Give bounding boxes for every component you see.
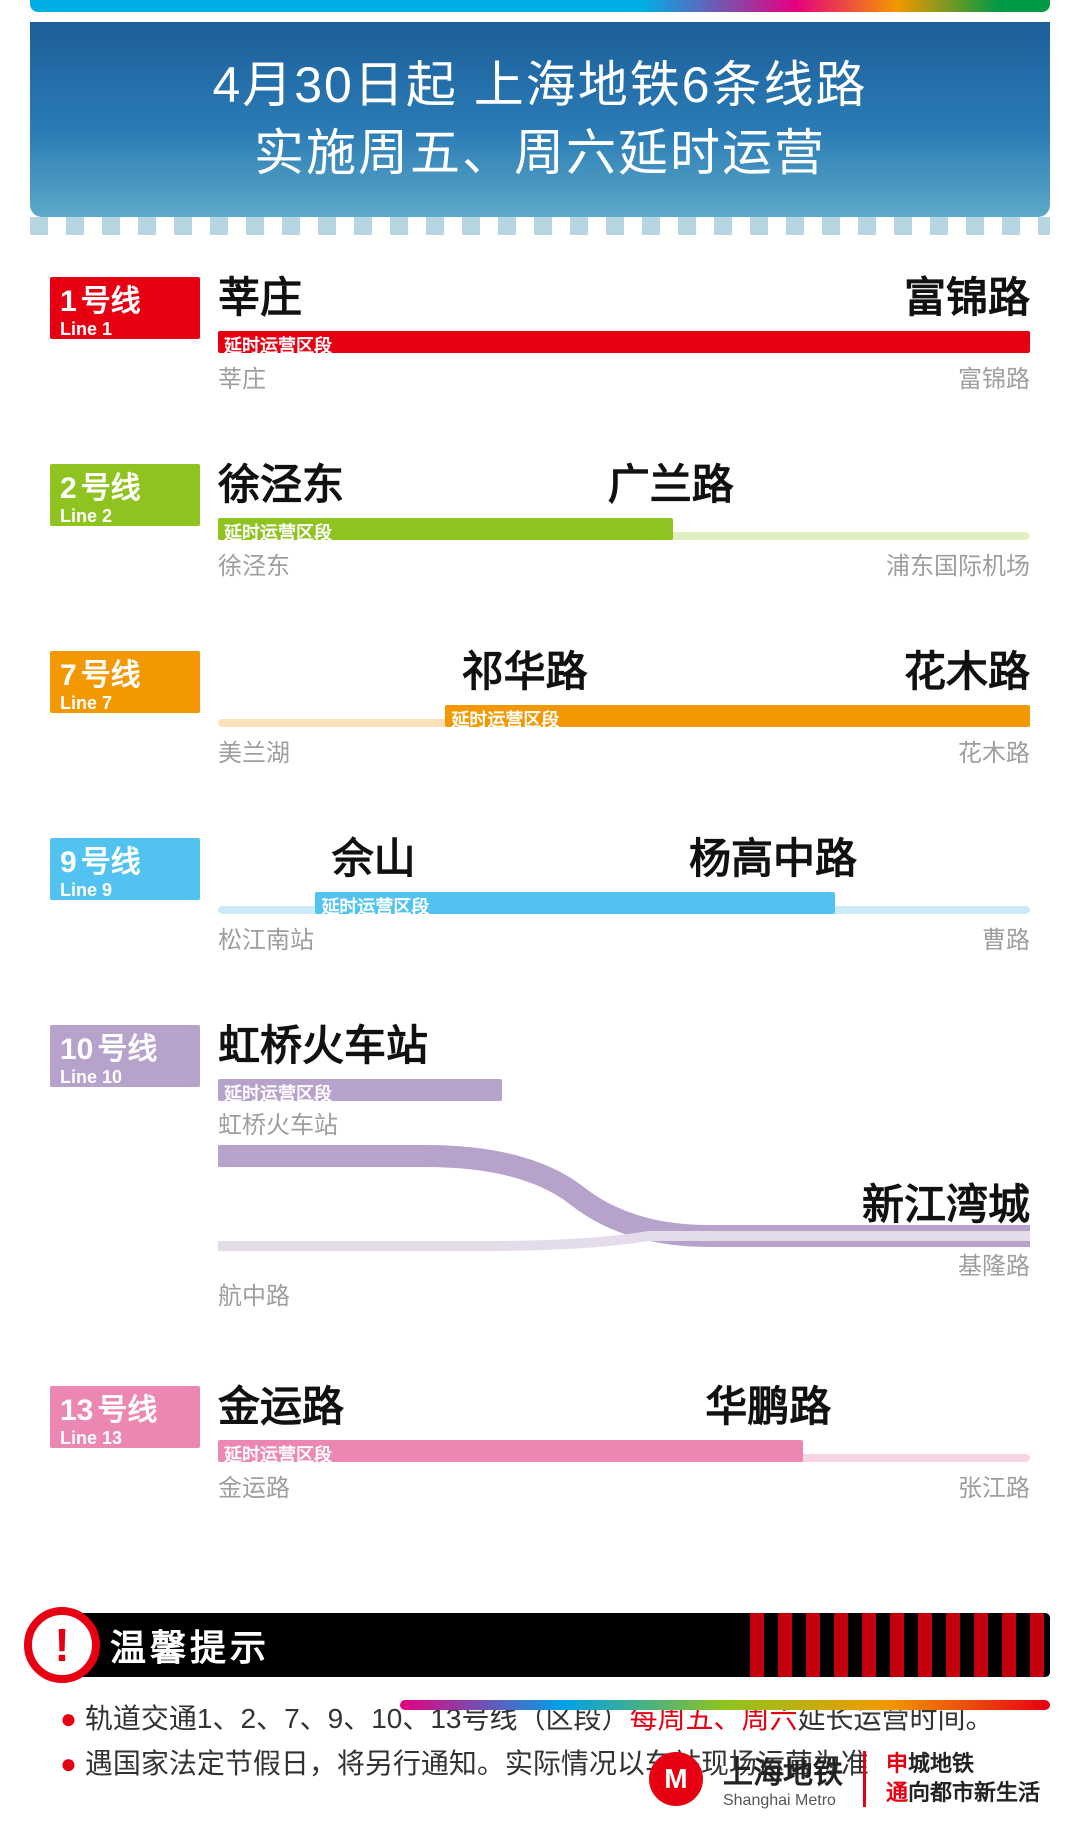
line-diagram-13: 金运路华鹏路延时运营区段金运路张江路: [200, 1386, 1030, 1503]
extended-segment-bar: 延时运营区段: [218, 1079, 502, 1101]
station-label: 富锦路: [904, 277, 1030, 323]
station-sublabel: 松江南站: [218, 920, 314, 955]
line-block-7: 7号线Line 7祁华路花木路延时运营区段美兰湖花木路: [50, 651, 1030, 768]
lines-container: 1号线Line 1莘庄富锦路延时运营区段莘庄富锦路2号线Line 2徐泾东广兰路…: [0, 217, 1080, 1593]
metro-logo-icon: M: [649, 1752, 703, 1806]
station-label: 新江湾城: [862, 1171, 1030, 1232]
notice-title: 温馨提示: [110, 1619, 270, 1671]
line-block-2: 2号线Line 2徐泾东广兰路延时运营区段徐泾东浦东国际机场: [50, 464, 1030, 581]
station-label: 徐泾东: [218, 464, 344, 510]
station-label: 花木路: [904, 651, 1030, 697]
line-block-1: 1号线Line 1莘庄富锦路延时运营区段莘庄富锦路: [50, 277, 1030, 394]
station-label: 祁华路: [462, 651, 588, 693]
brand-en: Shanghai Metro: [723, 1792, 843, 1810]
station-sublabel: 金运路: [218, 1468, 290, 1503]
station-sublabel: 虹桥火车站: [218, 1105, 1030, 1140]
station-sublabel: 浦东国际机场: [886, 546, 1030, 581]
extended-segment-bar: 延时运营区段: [315, 892, 835, 914]
station-label: 虹桥火车站: [218, 1025, 428, 1071]
station-sublabel: 基隆路: [958, 1246, 1030, 1281]
station-sublabel: 航中路: [218, 1276, 290, 1311]
brand-text: 上海地铁 Shanghai Metro: [723, 1748, 843, 1810]
station-sublabel: 花木路: [958, 733, 1030, 768]
station-sublabel: 徐泾东: [218, 546, 290, 581]
header-line2: 实施周五、周六延时运营: [254, 125, 826, 181]
line-block-10: 10号线Line 10虹桥火车站延时运营区段虹桥火车站 新江湾城基隆路航中路: [50, 1025, 1030, 1286]
line-badge-2: 2号线Line 2: [50, 464, 200, 526]
alert-icon: !: [24, 1607, 100, 1683]
top-color-stripe: [30, 0, 1050, 12]
extended-segment-bar: 延时运营区段: [218, 518, 673, 540]
station-label: 广兰路: [608, 464, 734, 506]
station-label: 杨高中路: [689, 838, 857, 880]
line-diagram-10: 虹桥火车站延时运营区段虹桥火车站 新江湾城基隆路航中路: [200, 1025, 1030, 1286]
line-diagram-2: 徐泾东广兰路延时运营区段徐泾东浦东国际机场: [200, 464, 1030, 581]
line-badge-13: 13号线Line 13: [50, 1386, 200, 1448]
line-block-13: 13号线Line 13金运路华鹏路延时运营区段金运路张江路: [50, 1386, 1030, 1503]
station-label: 佘山: [332, 838, 416, 880]
footer-color-stripe: [400, 1700, 1050, 1710]
brand-cn: 上海地铁: [723, 1748, 843, 1792]
station-sublabel: 美兰湖: [218, 733, 290, 768]
station-label: 华鹏路: [705, 1386, 831, 1428]
footer-divider: [863, 1751, 866, 1807]
line-diagram-9: 佘山 杨高中路延时运营区段松江南站 曹路: [200, 838, 1030, 955]
header-title: 4月30日起 上海地铁6条线路 实施周五、周六延时运营: [50, 52, 1030, 187]
line-diagram-7: 祁华路花木路延时运营区段美兰湖花木路: [200, 651, 1030, 768]
extended-segment-bar: 延时运营区段: [218, 331, 1030, 353]
header-line1: 4月30日起 上海地铁6条线路: [212, 57, 867, 113]
line-diagram-1: 莘庄富锦路延时运营区段莘庄富锦路: [200, 277, 1030, 394]
line-badge-1: 1号线Line 1: [50, 277, 200, 339]
line-badge-9: 9号线Line 9: [50, 838, 200, 900]
extended-segment-bar: 延时运营区段: [445, 705, 1030, 727]
footer: M 上海地铁 Shanghai Metro 申城地铁 通向都市新生活: [649, 1748, 1040, 1810]
line-badge-10: 10号线Line 10: [50, 1025, 200, 1087]
slogan: 申城地铁 通向都市新生活: [886, 1750, 1040, 1807]
header-banner: 4月30日起 上海地铁6条线路 实施周五、周六延时运营: [30, 22, 1050, 217]
station-sublabel: 曹路: [982, 920, 1030, 955]
extended-segment-bar: 延时运营区段: [218, 1440, 803, 1462]
notice-header: ! 温馨提示: [30, 1613, 1050, 1677]
station-label: 莘庄: [218, 277, 302, 323]
station-sublabel: 莘庄: [218, 359, 266, 394]
line-badge-7: 7号线Line 7: [50, 651, 200, 713]
line-block-9: 9号线Line 9 佘山 杨高中路延时运营区段松江南站 曹路: [50, 838, 1030, 955]
station-sublabel: 张江路: [958, 1468, 1030, 1503]
station-label: 金运路: [218, 1386, 344, 1432]
station-sublabel: 富锦路: [958, 359, 1030, 394]
